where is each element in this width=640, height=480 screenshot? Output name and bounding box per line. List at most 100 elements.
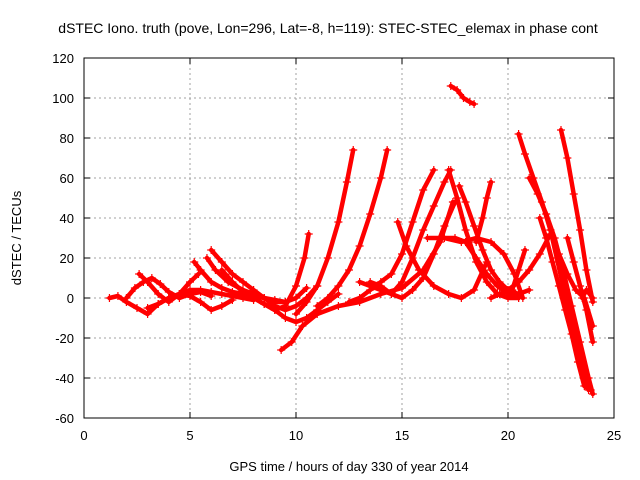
data-point	[304, 230, 313, 238]
y-tick-label: 60	[60, 171, 74, 186]
data-point	[470, 100, 479, 108]
data-point	[133, 304, 141, 312]
x-tick-label: 20	[501, 428, 515, 443]
data-point	[260, 300, 269, 308]
data-point	[408, 286, 417, 294]
data-point	[580, 382, 589, 390]
data-point	[461, 198, 470, 206]
data-point	[154, 300, 163, 308]
data-point	[334, 290, 343, 298]
data-point	[376, 174, 385, 182]
data-point	[398, 294, 406, 302]
data-point	[207, 306, 216, 314]
data-point	[249, 286, 258, 294]
data-series-15	[366, 198, 459, 302]
data-point	[504, 294, 512, 302]
data-point	[482, 278, 491, 286]
data-point	[472, 258, 481, 266]
data-point	[514, 266, 523, 274]
data-point	[302, 298, 311, 306]
x-tick-label: 25	[607, 428, 621, 443]
data-point	[164, 294, 173, 302]
data-series-31	[578, 286, 597, 302]
data-point	[143, 304, 152, 312]
y-tick-label: 20	[60, 251, 74, 266]
data-point	[298, 322, 307, 330]
data-point	[387, 290, 396, 298]
data-point	[186, 286, 194, 294]
data-point	[482, 194, 491, 202]
data-point	[584, 374, 593, 382]
data-point	[419, 226, 428, 234]
y-tick-label: -20	[55, 331, 74, 346]
data-point	[567, 302, 576, 310]
data-series-27	[535, 214, 595, 394]
data-point	[487, 178, 496, 186]
data-point	[576, 338, 585, 346]
data-point	[499, 250, 508, 258]
x-tick-label: 0	[80, 428, 87, 443]
data-point	[478, 214, 487, 222]
y-axis-label: dSTEC / TECUs	[9, 190, 24, 285]
y-tick-label: 100	[52, 91, 74, 106]
data-point	[446, 82, 455, 90]
series-line	[446, 167, 521, 301]
data-point	[542, 234, 551, 242]
data-point	[186, 278, 194, 286]
data-point	[334, 282, 343, 290]
data-point	[563, 234, 572, 242]
y-tick-label: 80	[60, 131, 74, 146]
data-point	[576, 282, 585, 290]
data-point	[586, 386, 595, 394]
data-point	[508, 286, 517, 294]
data-point	[207, 246, 216, 254]
data-point	[514, 290, 523, 298]
data-point	[334, 302, 343, 310]
data-point	[387, 270, 396, 278]
data-point	[561, 306, 570, 314]
series-line	[314, 147, 390, 309]
data-point	[277, 346, 286, 354]
data-point	[495, 290, 504, 298]
data-point	[196, 286, 205, 294]
series-line	[395, 219, 490, 301]
data-series-21	[446, 82, 479, 108]
data-point	[453, 86, 462, 94]
data-point	[495, 278, 504, 286]
y-tick-label: -40	[55, 371, 74, 386]
data-point	[520, 150, 529, 158]
x-tick-label: 10	[289, 428, 303, 443]
data-point	[576, 226, 585, 234]
data-point	[196, 266, 205, 274]
data-point	[217, 266, 226, 274]
data-point	[429, 250, 438, 258]
data-point	[345, 266, 353, 274]
data-point	[292, 310, 300, 318]
data-point	[535, 250, 544, 258]
data-point	[557, 126, 565, 134]
data-point	[525, 286, 534, 294]
data-point	[408, 218, 417, 226]
data-point	[355, 294, 364, 302]
data-point	[313, 282, 322, 290]
series-line	[124, 275, 214, 301]
data-point	[292, 302, 300, 310]
data-point	[202, 254, 211, 262]
data-point	[376, 282, 385, 290]
data-point	[228, 270, 237, 278]
data-point	[451, 234, 459, 242]
plot-frame	[83, 57, 615, 419]
data-point	[147, 274, 156, 282]
x-axis-label: GPS time / hours of day 330 of year 2014	[229, 459, 468, 474]
data-point	[478, 246, 487, 254]
data-point	[313, 310, 322, 318]
data-point	[533, 190, 542, 198]
data-point	[457, 294, 466, 302]
data-point	[292, 318, 300, 326]
data-point	[472, 238, 481, 246]
data-point	[154, 290, 163, 298]
data-point	[175, 290, 184, 298]
data-series-9	[249, 230, 313, 314]
data-point	[487, 294, 496, 302]
data-point	[143, 278, 152, 286]
